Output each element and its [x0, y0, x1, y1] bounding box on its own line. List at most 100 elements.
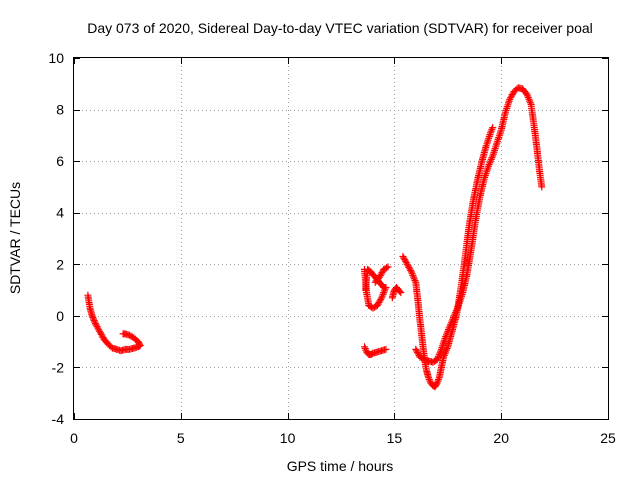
chart-title: Day 073 of 2020, Sidereal Day-to-day VTE… — [87, 20, 593, 36]
data-point — [402, 257, 409, 265]
data-point — [440, 353, 447, 361]
y-tick-label: 6 — [56, 153, 64, 169]
data-point — [522, 89, 530, 97]
data-point — [403, 260, 411, 268]
data-point — [89, 315, 97, 323]
data-point — [449, 315, 457, 323]
data-point — [508, 92, 515, 100]
data-point — [397, 289, 405, 297]
data-point — [437, 347, 445, 355]
y-tick-label: 4 — [56, 205, 64, 221]
data-point — [453, 305, 461, 313]
data-point — [401, 256, 409, 264]
data-point — [447, 319, 455, 327]
data-point — [91, 320, 99, 328]
data-point — [526, 97, 534, 105]
x-axis-label: GPS time / hours — [287, 458, 394, 474]
data-point — [400, 254, 408, 262]
data-point — [93, 323, 101, 331]
data-point — [484, 162, 492, 170]
data-point — [488, 125, 496, 133]
data-point — [409, 272, 417, 279]
data-point — [488, 154, 496, 162]
data-point — [451, 310, 459, 318]
data-point — [88, 312, 96, 320]
data-point — [425, 376, 433, 383]
data-point — [450, 314, 457, 322]
data-point — [383, 264, 391, 272]
data-point — [538, 183, 546, 191]
data-point — [119, 330, 127, 338]
y-tick-label: -2 — [52, 359, 65, 375]
y-tick-label: 8 — [56, 102, 64, 118]
data-point — [434, 377, 442, 385]
data-point — [433, 379, 441, 387]
x-tick-label: 10 — [280, 430, 296, 446]
data-point — [445, 324, 453, 332]
data-point — [432, 380, 440, 388]
data-point — [410, 275, 418, 283]
data-point — [443, 345, 451, 352]
data-point — [96, 327, 104, 335]
data-point — [434, 354, 442, 362]
data-point — [445, 326, 452, 334]
data-point — [377, 270, 385, 278]
data-point — [375, 298, 383, 306]
y-tick-label: 2 — [56, 256, 64, 272]
data-point — [95, 326, 103, 334]
data-point — [407, 267, 415, 274]
data-point — [442, 346, 450, 354]
data-point — [361, 345, 369, 352]
data-point — [408, 268, 415, 276]
data-point — [414, 349, 421, 356]
data-point — [452, 308, 460, 316]
data-point — [91, 318, 99, 326]
data-point — [405, 263, 413, 271]
data-point — [507, 94, 515, 102]
data-point — [384, 263, 392, 271]
y-tick-label: -4 — [52, 411, 65, 427]
data-point — [373, 302, 381, 309]
data-point — [440, 351, 448, 359]
data-point — [377, 295, 385, 303]
data-point — [435, 351, 443, 358]
data-point — [508, 91, 516, 99]
data-point — [442, 333, 450, 340]
data-point — [382, 345, 390, 353]
data-point — [523, 90, 531, 98]
x-tick-label: 5 — [177, 430, 185, 446]
data-point — [487, 155, 495, 163]
data-point — [406, 265, 414, 273]
data-point — [412, 345, 420, 353]
data-point — [487, 129, 494, 137]
data-point — [525, 95, 533, 103]
data-point — [404, 262, 412, 270]
x-tick-label: 0 — [70, 430, 78, 446]
data-point — [446, 322, 454, 330]
data-point — [448, 317, 456, 325]
data-point — [98, 332, 106, 340]
grid-layer — [74, 58, 608, 419]
data-point — [413, 347, 421, 355]
data-point — [411, 277, 419, 285]
data-point — [436, 349, 444, 357]
data-point — [526, 99, 534, 107]
data-point — [378, 269, 386, 276]
data-point — [402, 259, 410, 267]
data-point — [97, 329, 104, 337]
points-layer — [84, 84, 546, 391]
y-tick-label: 10 — [48, 50, 64, 66]
data-point — [365, 266, 373, 274]
data-point — [524, 92, 531, 100]
data-point — [433, 356, 441, 364]
data-point — [362, 286, 370, 294]
data-point — [452, 307, 460, 315]
data-point — [361, 343, 368, 351]
data-point — [94, 324, 102, 332]
x-tick-label: 15 — [387, 430, 403, 446]
data-point — [441, 350, 449, 358]
data-point — [414, 350, 422, 358]
x-tick-label: 25 — [600, 430, 616, 446]
